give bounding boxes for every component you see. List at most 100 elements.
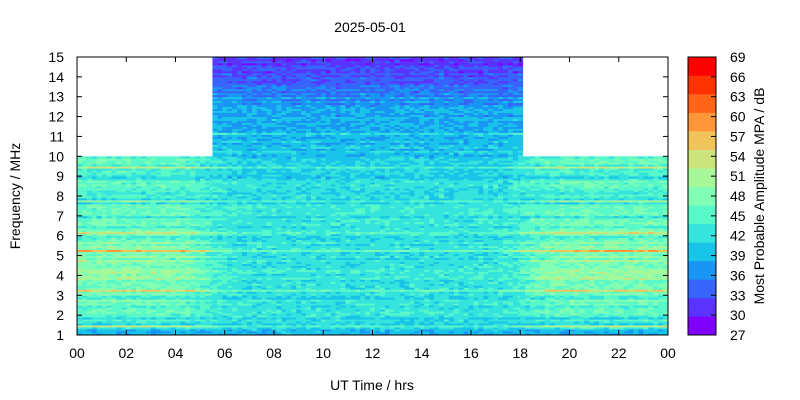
heatmap-cell bbox=[101, 180, 107, 183]
heatmap-cell bbox=[126, 287, 132, 290]
heatmap-cell bbox=[195, 325, 201, 328]
heatmap-cell bbox=[116, 315, 122, 318]
heatmap-cell bbox=[86, 303, 93, 306]
heatmap-cell bbox=[165, 301, 171, 304]
heatmap-cell bbox=[195, 207, 201, 211]
heatmap-cell bbox=[96, 184, 103, 187]
heatmap-cell bbox=[86, 301, 93, 304]
heatmap-cell bbox=[205, 331, 211, 334]
heatmap-cell bbox=[160, 285, 167, 288]
heatmap-cell bbox=[141, 293, 147, 296]
heatmap-cell bbox=[205, 329, 211, 332]
heatmap-cell bbox=[212, 154, 218, 157]
heatmap-cell bbox=[165, 199, 171, 203]
heatmap-cell bbox=[141, 221, 147, 225]
heatmap-cell bbox=[145, 305, 152, 308]
heatmap-cell bbox=[96, 331, 103, 334]
heatmap-cell bbox=[91, 261, 98, 264]
heatmap-cell bbox=[165, 162, 171, 165]
heatmap-cell bbox=[131, 293, 137, 296]
heatmap-cell bbox=[116, 188, 122, 191]
heatmap-cell bbox=[175, 176, 181, 179]
heatmap-cell bbox=[81, 194, 88, 197]
heatmap-cell bbox=[195, 241, 201, 245]
heatmap-cell bbox=[195, 233, 201, 237]
heatmap-cell bbox=[205, 190, 211, 193]
heatmap-cell bbox=[126, 271, 132, 274]
heatmap-cell bbox=[77, 156, 83, 159]
heatmap-cell bbox=[205, 277, 211, 280]
heatmap-cell bbox=[212, 269, 218, 272]
heatmap-cell bbox=[150, 182, 157, 185]
heatmap-cell bbox=[81, 291, 88, 294]
heatmap-cell bbox=[180, 172, 186, 175]
heatmap-cell bbox=[126, 207, 132, 211]
heatmap-cell bbox=[212, 211, 218, 215]
heatmap-cell bbox=[111, 188, 117, 191]
heatmap-cell bbox=[81, 269, 88, 272]
heatmap-cell bbox=[170, 194, 176, 197]
heatmap-cell bbox=[195, 303, 201, 306]
heatmap-cell bbox=[160, 203, 167, 207]
heatmap-cell bbox=[77, 317, 83, 320]
heatmap-cell bbox=[150, 166, 157, 169]
heatmap-cell bbox=[150, 203, 157, 207]
heatmap-cell bbox=[131, 219, 137, 223]
heatmap-cell bbox=[116, 329, 122, 332]
heatmap-cell bbox=[180, 277, 186, 280]
heatmap-cell bbox=[131, 229, 137, 233]
heatmap-cell bbox=[180, 261, 186, 264]
heatmap-cell bbox=[101, 170, 107, 173]
heatmap-cell bbox=[116, 251, 122, 254]
heatmap-cell bbox=[190, 243, 196, 247]
heatmap-cell bbox=[121, 303, 127, 306]
heatmap-cell bbox=[121, 289, 127, 292]
heatmap-cell bbox=[96, 313, 103, 316]
heatmap-cell bbox=[91, 321, 98, 324]
heatmap-cell bbox=[116, 273, 122, 276]
heatmap-cell bbox=[91, 315, 98, 318]
heatmap-cell bbox=[155, 172, 162, 175]
heatmap-cell bbox=[121, 255, 127, 258]
heatmap-cell bbox=[121, 182, 127, 185]
heatmap-cell bbox=[190, 176, 196, 179]
heatmap-cell bbox=[126, 184, 132, 187]
heatmap-cell bbox=[106, 275, 112, 278]
heatmap-cell bbox=[91, 289, 98, 292]
heatmap-cell bbox=[136, 186, 142, 189]
heatmap-cell bbox=[195, 319, 201, 322]
heatmap-cell bbox=[175, 285, 181, 288]
heatmap-cell bbox=[126, 291, 132, 294]
heatmap-cell bbox=[195, 156, 201, 159]
heatmap-cell bbox=[155, 196, 162, 199]
heatmap-cell bbox=[91, 293, 98, 296]
heatmap-cell bbox=[96, 199, 103, 203]
heatmap-cell bbox=[77, 271, 83, 274]
heatmap-cell bbox=[116, 267, 122, 270]
heatmap-cell bbox=[81, 168, 88, 171]
heatmap-cell bbox=[77, 223, 83, 227]
heatmap-cell bbox=[145, 209, 152, 213]
heatmap-cell bbox=[150, 315, 157, 318]
heatmap-cell bbox=[116, 297, 122, 300]
heatmap-cell bbox=[185, 331, 191, 334]
heatmap-cell bbox=[160, 168, 167, 171]
heatmap-cell bbox=[126, 277, 132, 280]
heatmap-cell bbox=[170, 237, 176, 241]
heatmap-cell bbox=[106, 237, 112, 241]
heatmap-cell bbox=[91, 265, 98, 268]
heatmap-cell bbox=[165, 180, 171, 183]
heatmap-cell bbox=[150, 323, 157, 326]
heatmap-cell bbox=[185, 277, 191, 280]
heatmap-cell bbox=[131, 329, 137, 332]
heatmap-cell bbox=[106, 309, 112, 312]
heatmap-cell bbox=[131, 207, 137, 211]
heatmap-cell bbox=[77, 192, 83, 195]
heatmap-cell bbox=[212, 215, 218, 219]
heatmap-cell bbox=[175, 257, 181, 260]
heatmap-cell bbox=[150, 333, 157, 336]
heatmap-cell bbox=[91, 291, 98, 294]
heatmap-cell bbox=[136, 225, 142, 229]
heatmap-cell bbox=[81, 309, 88, 312]
heatmap-cell bbox=[150, 273, 157, 276]
